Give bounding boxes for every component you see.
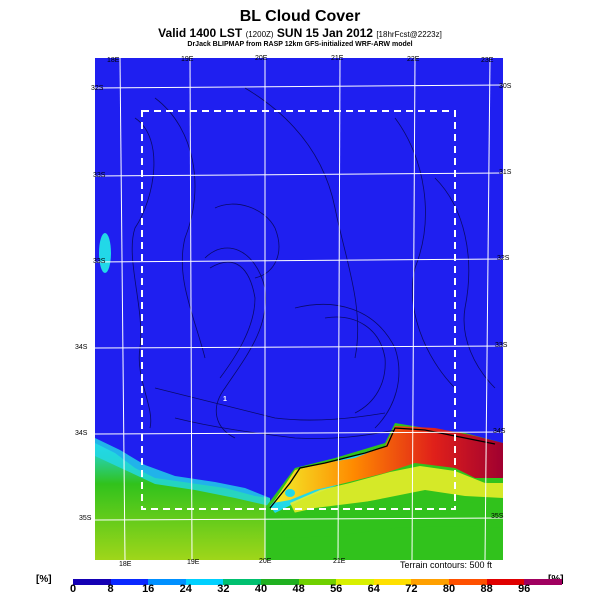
lat-label-right-6: 35S xyxy=(491,513,504,520)
high-cloud-zone xyxy=(273,426,503,503)
utc-time: (1200Z) xyxy=(245,30,274,39)
coastline xyxy=(269,427,496,509)
lon-label-top-1: 18E xyxy=(107,57,120,64)
colorbar-segment xyxy=(185,579,224,585)
valid-time: Valid 1400 LST xyxy=(158,26,243,40)
colorbar-segment xyxy=(336,579,374,585)
colorbar-tick-label: 24 xyxy=(179,583,192,595)
lon-label-top-6: 23E xyxy=(481,57,494,64)
colorbar-segment xyxy=(73,579,111,585)
colorbar-tick-label: 40 xyxy=(254,583,268,595)
west-cyan-patch xyxy=(99,233,111,273)
lat-label-left-4: 34S xyxy=(75,344,88,351)
lon-label-top-3: 20E xyxy=(255,55,268,62)
colorbar-segment xyxy=(448,579,487,585)
yellow-fringe xyxy=(290,466,503,513)
lon-label-bottom-1: 18E xyxy=(119,561,132,568)
colorbar-tick-label: 32 xyxy=(217,583,230,595)
colorbar-tick-label: 88 xyxy=(480,583,493,595)
colorbar-tick-label: 96 xyxy=(518,583,531,595)
lat-label-left-5: 34S xyxy=(75,430,88,437)
lon-label-top-5: 22E xyxy=(407,56,420,63)
colorbar-segment xyxy=(486,579,525,585)
lon-label-top-2: 19E xyxy=(181,56,194,63)
south-coast-cyan-edge xyxy=(95,438,270,506)
lat-label-right-2: 31S xyxy=(499,169,512,176)
colorbar-tick-label: 80 xyxy=(442,583,456,595)
green-fringe xyxy=(280,496,503,538)
lat-label-left-3: 33S xyxy=(93,258,106,265)
lat-label-right-5: 34S xyxy=(493,428,506,435)
colorbar-segment xyxy=(148,579,186,585)
valid-date: SUN 15 Jan 2012 xyxy=(276,26,373,40)
colorbar-tick-label: 64 xyxy=(367,583,380,595)
colorbar xyxy=(73,579,562,585)
site-marker-label: 1 xyxy=(223,396,227,403)
lat-label-right-1: 30S xyxy=(499,83,512,90)
colorbar-segment xyxy=(110,579,149,585)
colorbar-segment xyxy=(373,579,412,585)
lon-label-top-4: 21E xyxy=(331,55,344,62)
colorbar-segment xyxy=(411,579,449,585)
colorbar-segment xyxy=(260,579,299,585)
colorbar-tick-labels: 0 8 16 24 32 40 48 56 64 72 80 88 96 xyxy=(60,583,540,597)
colorbar-tick-label: 72 xyxy=(405,583,418,595)
inner-domain-boundary xyxy=(141,110,456,510)
lat-label-right-4: 33S xyxy=(495,342,508,349)
cloud-cover-map: 18E 19E 20E 21E 22E 23E 18E 19E 20E 21E … xyxy=(75,55,511,568)
colorbar-unit-left: [%] xyxy=(36,574,52,585)
lon-label-bottom-4: 21E xyxy=(333,558,346,565)
chart-subtitle: Valid 1400 LST (1200Z) SUN 15 Jan 2012 [… xyxy=(0,26,600,40)
terrain-contour-note: Terrain contours: 500 ft xyxy=(400,560,493,570)
colorbar-tick-label: 56 xyxy=(330,583,343,595)
lon-label-bottom-2: 19E xyxy=(187,559,200,566)
colorbar-tick-label: 48 xyxy=(292,583,305,595)
colorbar-tick-label: 0 xyxy=(69,583,77,595)
colorbar-segment xyxy=(524,579,562,585)
lon-label-bottom-3: 20E xyxy=(259,558,272,565)
lat-label-left-1: 32S xyxy=(91,85,104,92)
terrain-contours xyxy=(131,87,496,439)
colorbar-tick-label: 16 xyxy=(142,583,155,595)
latlon-grid xyxy=(95,58,503,560)
lat-label-right-3: 32S xyxy=(497,255,510,262)
small-cyan-patch xyxy=(285,489,295,497)
chart-title: BL Cloud Cover xyxy=(239,8,361,25)
lat-label-left-6: 35S xyxy=(79,515,92,522)
model-source: DrJack BLIPMAP from RASP 12km GFS-initia… xyxy=(187,41,413,48)
forecast-run: [18hrFcst@2223z] xyxy=(376,30,442,39)
colorbar-segment xyxy=(223,579,261,585)
lat-label-left-2: 33S xyxy=(93,172,106,179)
colorbar-segment xyxy=(298,579,337,585)
colorbar-tick-label: 8 xyxy=(107,583,114,595)
